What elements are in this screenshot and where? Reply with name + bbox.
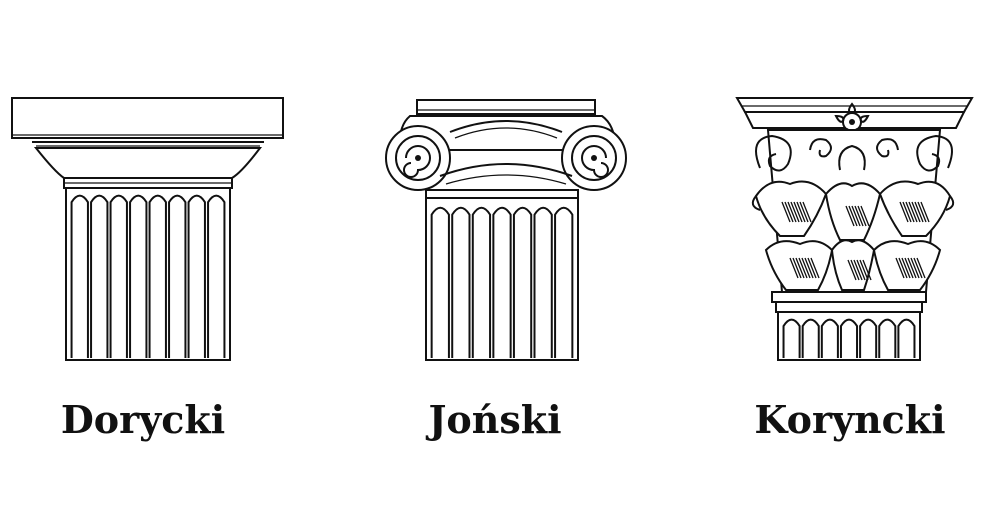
doric-flute xyxy=(70,194,89,358)
leaf-hatch xyxy=(914,201,924,223)
leaf-hatch xyxy=(798,257,808,279)
leaf-hatch xyxy=(792,257,802,279)
leaf-hatch xyxy=(796,201,806,223)
leaf-hatch xyxy=(799,201,809,223)
ionic-flute xyxy=(492,206,512,358)
leaf-hatch xyxy=(904,257,914,279)
leaf-hatch xyxy=(850,259,860,281)
ionic-flute xyxy=(430,206,450,358)
corinthian-flute xyxy=(820,318,839,358)
leaf-hatch xyxy=(917,201,927,223)
leaf-hatch xyxy=(899,201,909,223)
doric-flute xyxy=(148,194,167,358)
corinthian-flute xyxy=(801,318,820,358)
doric-flute xyxy=(207,194,226,358)
doric-flute xyxy=(129,194,148,358)
doric-capital-icon xyxy=(11,97,284,361)
leaf-hatch xyxy=(920,201,930,223)
corinthian-flute xyxy=(878,318,897,358)
leaf-hatch xyxy=(845,205,855,227)
leaf-hatch xyxy=(789,257,799,279)
leaf-hatch xyxy=(795,257,805,279)
leaf-hatch xyxy=(857,205,867,227)
leaf-hatch xyxy=(790,201,800,223)
leaf-hatch xyxy=(913,257,923,279)
corinthian-flute xyxy=(782,318,801,358)
leaf-hatch xyxy=(860,205,870,227)
leaf-hatch xyxy=(810,257,820,279)
leaf-hatch xyxy=(848,205,858,227)
leaf-hatch xyxy=(905,201,915,223)
leaf-hatch xyxy=(911,201,921,223)
leaf-hatch xyxy=(781,201,791,223)
leaf-hatch xyxy=(851,205,861,227)
leaf-hatch xyxy=(793,201,803,223)
leaf-hatch xyxy=(784,201,794,223)
leaf-hatch xyxy=(862,259,872,281)
corinthian-capital-icon xyxy=(735,97,974,361)
leaf-hatch xyxy=(895,257,905,279)
leaf-hatch xyxy=(804,257,814,279)
leaf-hatch xyxy=(853,259,863,281)
order-label-corinthian: Koryncki xyxy=(754,397,946,442)
ionic-flute xyxy=(471,206,492,358)
doric-flute xyxy=(168,194,187,358)
leaf-hatch xyxy=(916,257,926,279)
ionic-flute xyxy=(533,206,553,358)
order-label-ionic: Joński xyxy=(428,397,562,442)
ionic-flute xyxy=(512,206,533,358)
leaf-hatch xyxy=(807,257,817,279)
order-label-doric: Dorycki xyxy=(60,397,226,442)
ionic-capital-icon xyxy=(385,99,627,361)
leaf-hatch xyxy=(847,259,857,281)
doric-flute xyxy=(90,194,109,358)
leaf-hatch xyxy=(802,201,812,223)
leaf-hatch xyxy=(801,257,811,279)
leaf-hatch xyxy=(901,257,911,279)
leaf-hatch xyxy=(910,257,920,279)
ionic-flute xyxy=(554,206,574,358)
corinthian-flute xyxy=(897,318,916,358)
leaf-hatch xyxy=(902,201,912,223)
corinthian-flute xyxy=(839,318,859,358)
doric-flute xyxy=(109,194,128,358)
leaf-hatch xyxy=(854,205,864,227)
leaf-hatch xyxy=(787,201,797,223)
corinthian-flute xyxy=(859,318,878,358)
leaf-hatch xyxy=(907,257,917,279)
leaf-hatch xyxy=(908,201,918,223)
leaf-hatch xyxy=(856,259,866,281)
doric-flute xyxy=(187,194,206,358)
leaf-hatch xyxy=(898,257,908,279)
ionic-flute xyxy=(451,206,471,358)
leaf-hatch xyxy=(859,259,869,281)
